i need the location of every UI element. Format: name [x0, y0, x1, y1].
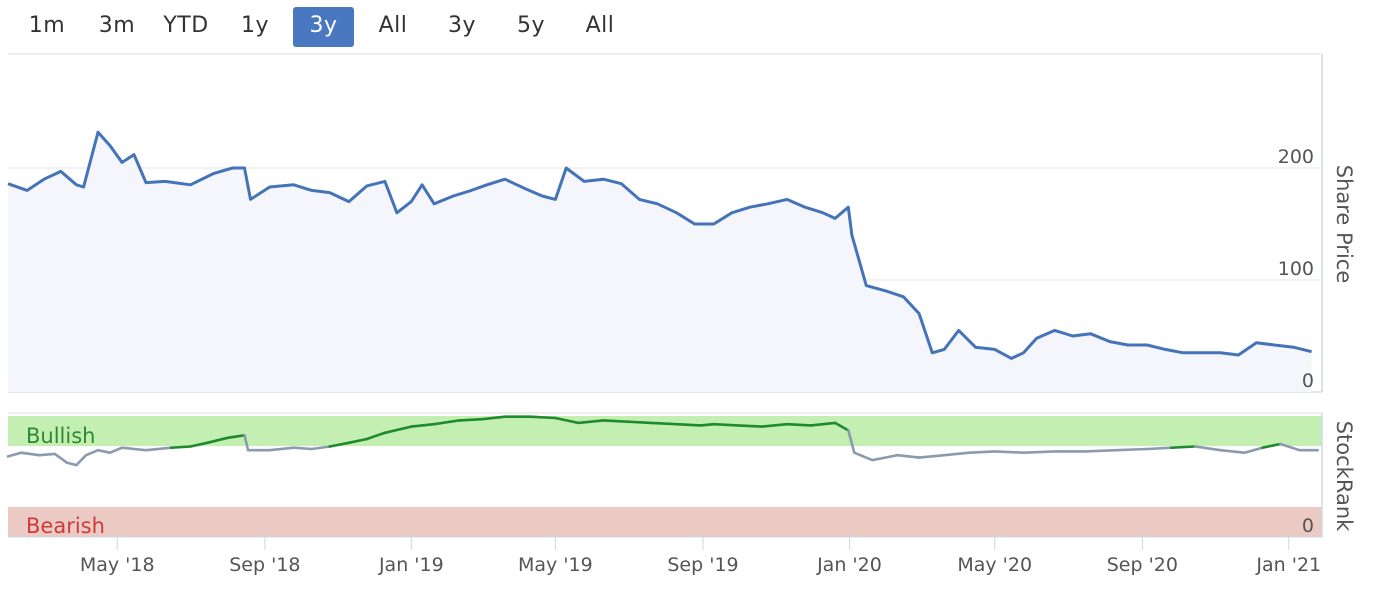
stockrank-line-segment: [760, 422, 789, 428]
stockrank-line-segment: [785, 422, 813, 427]
x-axis-tick-label: May '18: [80, 554, 155, 576]
price-tick-0: 0: [1302, 370, 1314, 392]
price-tick-200: 200: [1278, 146, 1314, 168]
x-axis-ticks: May '18 Sep '18 Jan '19 May '19 Sep '19 Jan '…: [80, 537, 1321, 576]
rank-axis-title: StockRank: [1332, 421, 1356, 532]
stockrank-line-segment: [712, 422, 740, 427]
range-button-3y[interactable]: 3y: [293, 7, 354, 47]
stockrank-line-segment: [120, 446, 136, 451]
x-axis-tick-label: Sep '20: [1107, 554, 1178, 576]
bearish-label: Bearish: [26, 514, 105, 538]
stockrank-line-segment: [993, 450, 1025, 455]
stockrank-line-segment: [480, 415, 507, 421]
x-axis-tick-label: Jan '21: [1255, 554, 1321, 576]
stockrank-line-segment: [528, 415, 557, 420]
stockrank-line-segment: [365, 431, 387, 441]
stockrank-line-segment: [292, 446, 314, 451]
stockrank-line-segment: [37, 452, 57, 457]
rank-tick-0: 0: [1302, 515, 1314, 537]
stockrank-line-segment: [650, 421, 678, 426]
price-axis-title: Share Price: [1332, 165, 1356, 284]
range-button-3y-long[interactable]: 3y: [447, 13, 477, 38]
stockrank-line-segment: [1083, 448, 1118, 453]
x-axis-tick-label: May '19: [518, 554, 593, 576]
stockrank-line-segment: [942, 451, 971, 457]
stockrank-line-segment: [1279, 442, 1301, 452]
stockrank-line-segment: [1261, 442, 1282, 450]
range-button-1m[interactable]: 1m: [28, 13, 66, 38]
range-selector: 1m 3m YTD 1y 3y All 3y 5y All: [0, 0, 1379, 52]
stockrank-line-segment: [347, 437, 369, 445]
stockrank-line-segment: [383, 425, 413, 435]
stockrank-line-segment: [53, 452, 69, 464]
stockrank-line-segment: [1169, 445, 1197, 450]
bullish-label: Bullish: [26, 424, 95, 448]
x-axis-tick-label: Sep '18: [229, 554, 300, 576]
stockrank-line-segment: [917, 453, 946, 459]
x-axis-tick-label: Jan '20: [816, 554, 882, 576]
stockrank-line-segment: [896, 453, 921, 459]
stockrank-line-segment: [736, 424, 764, 428]
range-button-ytd[interactable]: YTD: [163, 13, 209, 38]
stockrank-line-segment: [852, 451, 874, 462]
stockrank-line-segment: [268, 446, 296, 452]
stockrank-line-segment: [1219, 448, 1246, 455]
stockrank-line-segment: [870, 453, 899, 462]
stockrank-line-segment: [699, 422, 716, 427]
price-tick-100: 100: [1278, 258, 1314, 280]
stockrank-line-segment: [84, 448, 100, 457]
stockrank-line-segment: [189, 441, 209, 448]
stockrank-line-segment: [409, 422, 436, 428]
stockrank-line-segment: [833, 421, 850, 432]
stockrank-line-segment: [6, 451, 23, 458]
range-button-1y[interactable]: 1y: [240, 13, 270, 38]
stockrank-line-segment: [809, 421, 837, 427]
stockrank-line-segment: [846, 429, 856, 455]
stockrank-line-group: [6, 415, 1319, 467]
stockrank-line-segment: [554, 416, 580, 425]
stockrank-line-segment: [19, 451, 41, 457]
x-axis-tick-label: Jan '19: [378, 554, 444, 576]
stockrank-line-segment: [432, 419, 461, 426]
price-line: [7, 130, 1312, 360]
stockrank-line-segment: [132, 447, 148, 452]
stockrank-line-segment: [1193, 445, 1222, 452]
stockrank-line-segment: [108, 446, 124, 455]
stockrank-line-segment: [144, 446, 173, 452]
range-button-3m[interactable]: 3m: [98, 13, 136, 38]
price-area: [8, 132, 1312, 392]
stockrank-line-segment: [1243, 446, 1264, 455]
stockrank-line-segment: [626, 420, 653, 425]
stockrank-line-segment: [328, 441, 351, 448]
stockrank-line-segment: [576, 419, 605, 425]
stockrank-line-segment: [226, 433, 246, 440]
range-button-all-long[interactable]: All: [585, 13, 615, 38]
stockrank-line-segment: [169, 445, 192, 450]
range-button-5y[interactable]: 5y: [516, 13, 546, 38]
x-axis-tick-label: Sep '19: [667, 554, 738, 576]
stockrank-line-segment: [675, 422, 702, 427]
stockrank-line-segment: [243, 433, 250, 452]
stockrank-line-segment: [1145, 446, 1173, 451]
stockrank-line-segment: [65, 461, 78, 467]
bullish-band: [8, 416, 1322, 446]
bearish-band: [8, 507, 1322, 537]
stockrank-line-segment: [310, 445, 332, 451]
stockrank-line-segment: [1114, 447, 1149, 452]
range-button-all[interactable]: All: [378, 13, 408, 38]
x-axis-tick-label: May '20: [957, 554, 1032, 576]
stockrank-line-segment: [1022, 450, 1056, 455]
stockrank-line-segment: [75, 453, 88, 467]
stockrank-line-segment: [602, 419, 629, 424]
stockrank-line-segment: [968, 450, 997, 455]
stockrank-line-segment: [96, 448, 112, 455]
stockrank-line-segment: [206, 436, 229, 445]
stockrank-line-segment: [457, 417, 484, 422]
